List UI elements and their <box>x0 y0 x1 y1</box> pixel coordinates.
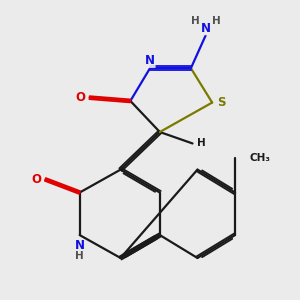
Text: N: N <box>201 22 211 34</box>
Text: N: N <box>75 239 85 252</box>
Text: O: O <box>32 173 41 186</box>
Text: N: N <box>145 54 155 67</box>
Text: S: S <box>217 96 225 109</box>
Text: O: O <box>76 91 85 104</box>
Text: H: H <box>197 139 206 148</box>
Text: H: H <box>212 16 220 26</box>
Text: H: H <box>75 251 84 261</box>
Text: CH₃: CH₃ <box>250 153 271 163</box>
Text: H: H <box>191 16 200 26</box>
